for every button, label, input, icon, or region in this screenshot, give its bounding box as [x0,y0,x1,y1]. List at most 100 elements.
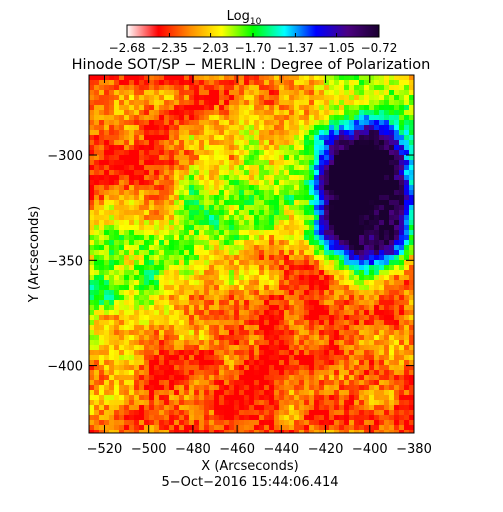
heatmap-cell [314,375,319,380]
heatmap-cell [189,330,194,335]
heatmap-cell [179,180,184,185]
heatmap-cell [269,300,274,305]
heatmap-cell [369,360,374,365]
heatmap-cell [194,405,199,410]
heatmap-cell [409,180,414,185]
heatmap-cell [249,305,254,310]
heatmap-cell [109,235,114,240]
heatmap-cell [134,420,139,425]
heatmap-cell [309,85,314,90]
heatmap-cell [89,210,94,215]
heatmap-cell [194,230,199,235]
heatmap-cell [364,150,369,155]
heatmap-cell [144,430,149,433]
heatmap-cell [339,145,344,150]
heatmap-cell [114,340,119,345]
heatmap-cell [309,385,314,390]
heatmap-cell [184,180,189,185]
heatmap-cell [399,430,404,433]
heatmap-cell [354,380,359,385]
heatmap-cell [139,370,144,375]
heatmap-cell [229,285,234,290]
heatmap-cell [269,150,274,155]
heatmap-cell [349,295,354,300]
heatmap-cell [409,155,414,160]
heatmap-cell [164,135,169,140]
heatmap-cell [389,90,394,95]
heatmap-cell [269,220,274,225]
heatmap-cell [269,180,274,185]
heatmap-cell [229,315,234,320]
heatmap-cell [104,200,109,205]
heatmap-cell [299,165,304,170]
heatmap-cell [129,180,134,185]
heatmap-cell [309,200,314,205]
heatmap-cell [339,185,344,190]
heatmap-cell [339,360,344,365]
heatmap-cell [124,385,129,390]
heatmap-cell [184,265,189,270]
heatmap-cell [139,170,144,175]
heatmap-cell [214,230,219,235]
heatmap-cell [284,195,289,200]
heatmap-cell [359,140,364,145]
heatmap-cell [239,395,244,400]
heatmap-cell [139,275,144,280]
heatmap-cell [274,345,279,350]
heatmap-cell [304,95,309,100]
heatmap-cell [294,300,299,305]
heatmap-cell [259,85,264,90]
heatmap-cell [379,390,384,395]
heatmap-cell [334,275,339,280]
heatmap-cell [144,85,149,90]
heatmap-cell [239,230,244,235]
heatmap-cell [219,210,224,215]
heatmap-cell [339,305,344,310]
heatmap-cell [244,130,249,135]
heatmap-cell [224,250,229,255]
heatmap-cell [364,230,369,235]
heatmap-cell [374,305,379,310]
heatmap-cell [234,125,239,130]
heatmap-cell [369,170,374,175]
heatmap-cell [164,335,169,340]
heatmap-cell [409,165,414,170]
heatmap-cell [314,280,319,285]
heatmap-cell [104,325,109,330]
heatmap-cell [159,330,164,335]
heatmap-cell [269,335,274,340]
heatmap-cell [264,300,269,305]
heatmap-cell [399,255,404,260]
heatmap-cell [289,150,294,155]
heatmap-cell [304,105,309,110]
heatmap-cell [234,325,239,330]
heatmap-cell [154,145,159,150]
heatmap-cell [284,270,289,275]
heatmap-cell [269,405,274,410]
heatmap-cell [214,300,219,305]
heatmap-cell [309,135,314,140]
heatmap-cell [129,230,134,235]
heatmap-cell [289,425,294,430]
heatmap-cell [204,180,209,185]
heatmap-cell [299,395,304,400]
heatmap-cell [204,85,209,90]
heatmap-cell [269,420,274,425]
heatmap-cell [89,395,94,400]
heatmap-cell [154,150,159,155]
heatmap-cell [259,90,264,95]
heatmap-cell [314,400,319,405]
heatmap-cell [214,355,219,360]
heatmap-cell [159,90,164,95]
heatmap-cell [344,140,349,145]
heatmap-cell [209,175,214,180]
heatmap-cell [139,270,144,275]
heatmap-cell [319,280,324,285]
heatmap-cell [234,420,239,425]
heatmap-cell [279,415,284,420]
heatmap-cell [354,110,359,115]
heatmap-cell [274,400,279,405]
heatmap-cell [99,250,104,255]
heatmap-cell [189,275,194,280]
heatmap-cell [174,275,179,280]
